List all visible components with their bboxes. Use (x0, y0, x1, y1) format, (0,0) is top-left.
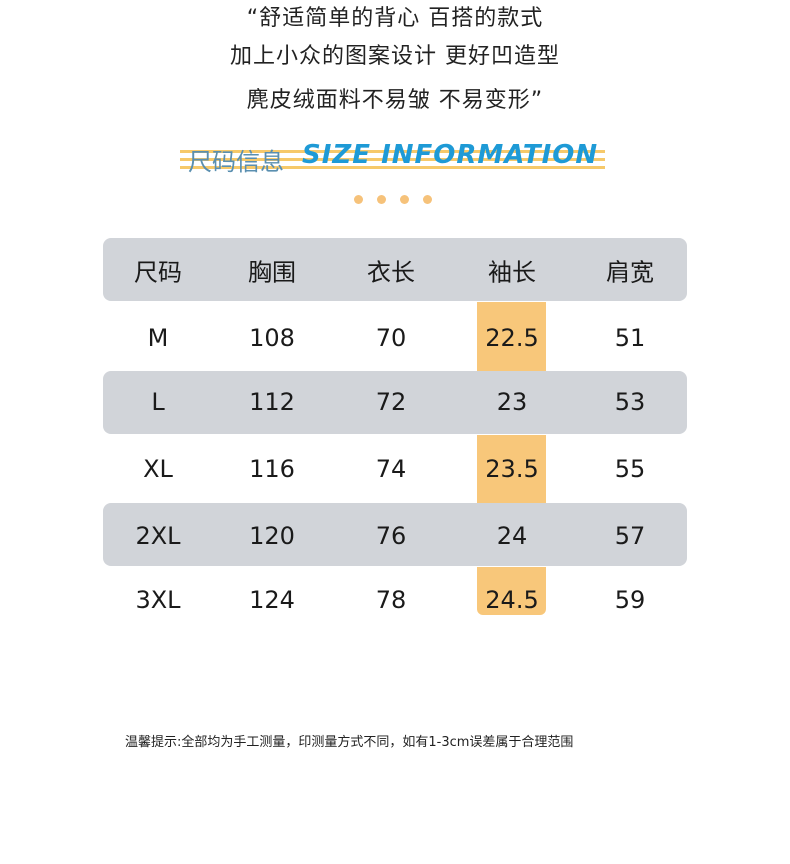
header-cell: 尺码 (134, 258, 182, 287)
table-cell: 23.5 (485, 455, 539, 483)
intro-line: 麂皮绒面料不易皱 不易变形” (246, 88, 544, 113)
decor-dot (400, 195, 409, 204)
decor-stripe (180, 150, 605, 153)
table-cell: 78 (375, 586, 407, 614)
table-cell: XL (143, 455, 173, 483)
highlight (477, 567, 546, 615)
decor-dot (354, 195, 363, 204)
table-cell: 112 (249, 388, 295, 416)
table-cell: 59 (614, 586, 646, 614)
highlight (477, 302, 546, 371)
table-cell: 120 (249, 522, 295, 550)
footnote: 温馨提示:全部均为手工测量，印测量方式不同，如有1-3cm误差属于合理范围 (125, 735, 574, 750)
table-cell: 74 (375, 455, 407, 483)
intro-line: “舒适简单的背心 百搭的款式 (246, 6, 544, 31)
table-cell: 76 (375, 522, 407, 550)
row-band (103, 503, 687, 566)
header-cell: 肩宽 (606, 258, 654, 287)
decor-stripe (180, 158, 605, 161)
header-cell: 胸围 (248, 258, 296, 287)
header-cell: 袖长 (488, 258, 536, 287)
table-cell: 22.5 (485, 324, 539, 352)
header-cell: 衣长 (367, 258, 415, 287)
table-cell: 108 (249, 324, 295, 352)
table-cell: 57 (614, 522, 646, 550)
table-cell: L (151, 388, 165, 416)
table-cell: 53 (614, 388, 646, 416)
heading-cn: 尺码信息 (188, 148, 284, 176)
table-cell: 70 (375, 324, 407, 352)
table-cell: M (147, 324, 169, 352)
decor-dot (423, 195, 432, 204)
table-cell: 116 (249, 455, 295, 483)
table-cell: 24 (496, 522, 528, 550)
table-cell: 55 (614, 455, 646, 483)
heading-en: SIZE INFORMATION (302, 140, 599, 170)
table-cell: 3XL (135, 586, 181, 614)
table-cell: 51 (614, 324, 646, 352)
highlight (477, 435, 546, 503)
table-cell: 24.5 (485, 586, 539, 614)
decor-stripe (180, 166, 605, 169)
table-cell: 124 (249, 586, 295, 614)
table-cell: 72 (375, 388, 407, 416)
table-cell: 2XL (135, 522, 181, 550)
header-band (103, 238, 687, 301)
intro-line: 加上小众的图案设计 更好凹造型 (230, 44, 560, 69)
row-band (103, 371, 687, 434)
decor-dot (377, 195, 386, 204)
table-cell: 23 (496, 388, 528, 416)
